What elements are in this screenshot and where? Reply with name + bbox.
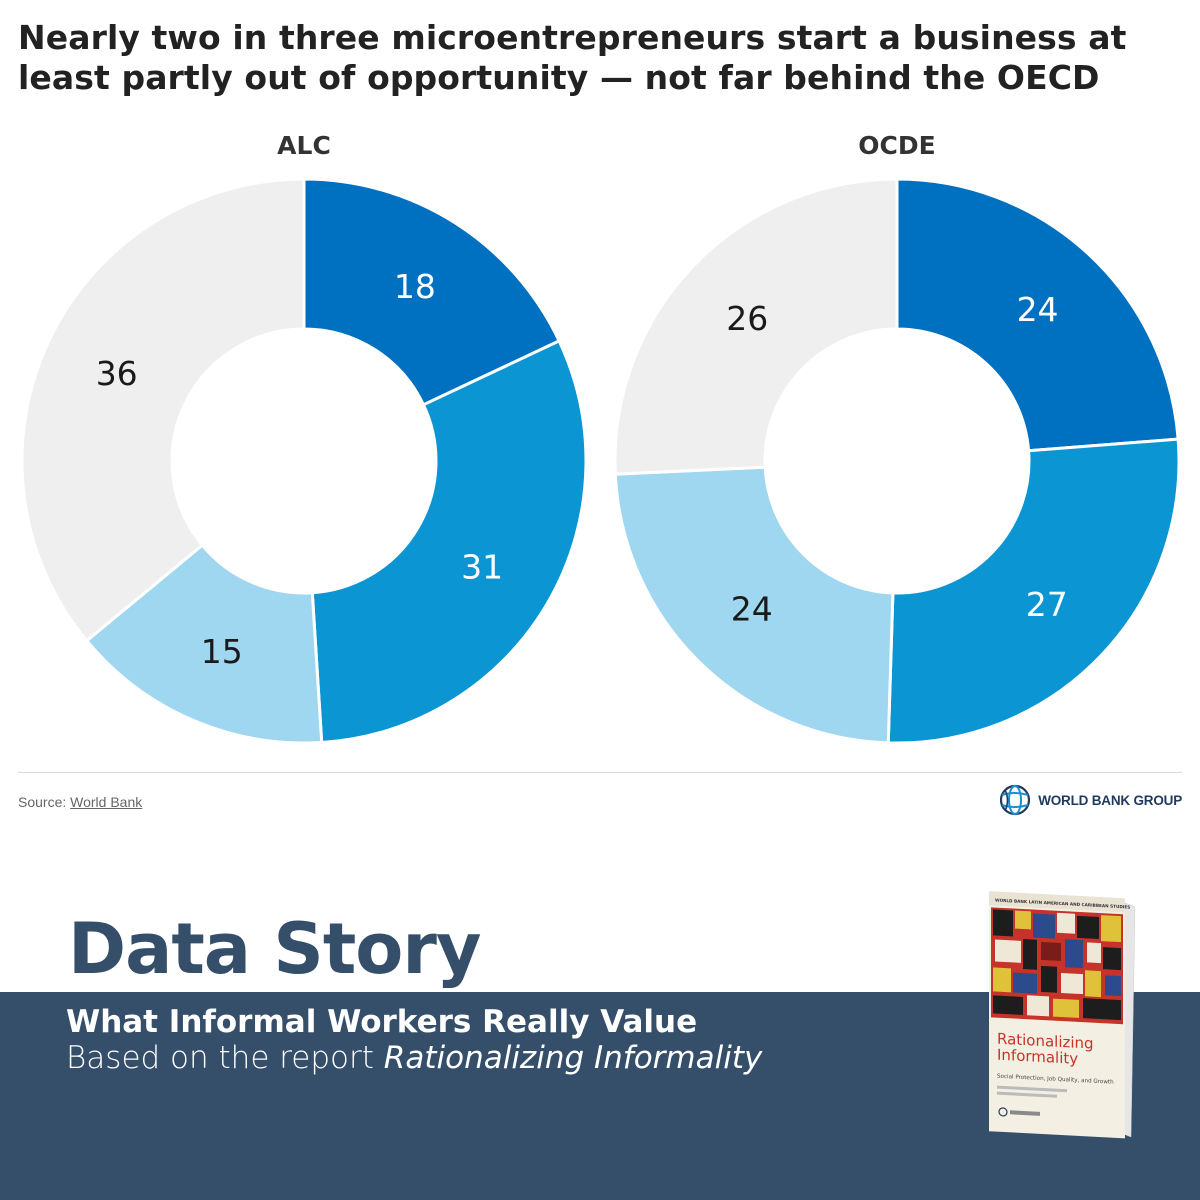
divider [18,772,1182,773]
slice-value-label: 18 [394,267,436,306]
book-title: Rationalizing Informality [997,1030,1098,1069]
slice-value-label: 24 [1017,290,1059,329]
source-link[interactable]: World Bank [70,794,143,810]
donut-slice[interactable] [310,338,588,745]
donut-slice[interactable] [613,465,895,745]
donut-slice[interactable] [613,177,899,476]
slice-value-label: 36 [96,354,138,393]
donut-title: OCDE [858,131,935,160]
donut-chart-ocde: OCDE 24 27 24 26 [613,131,1181,745]
report-cover-image[interactable]: WORLD BANK LATIN AMERICAN AND CARIBBEAN … [985,885,1135,1140]
donut-chart-alc: ALC 18 31 15 36 [20,131,588,745]
chart-title: Nearly two in three microentrepreneurs s… [18,18,1127,97]
report-name: Rationalizing Informality [383,1040,763,1076]
logo-label: WORLD BANK GROUP [1038,792,1182,808]
donut-slice[interactable] [84,543,324,745]
source-note: Source: World Bank [18,794,142,810]
based-on-text: Based on the report [66,1040,374,1076]
globe-icon [1000,784,1031,816]
world-bank-group-logo[interactable]: WORLD BANK GROUP [998,782,1182,818]
book-title-line-2: Informality [997,1046,1078,1068]
source-prefix: Source: [18,794,67,810]
data-story-heading: Data Story [68,908,482,990]
donut-charts: ALC 18 31 15 36 OCDE 24 27 24 26 [20,131,1181,745]
donut-slice[interactable] [886,437,1181,745]
slice-value-label: 27 [1026,585,1068,624]
story-subtitle: What Informal Workers Really Value [66,1004,698,1040]
slice-value-label: 31 [461,547,503,586]
book-title-line-1: Rationalizing [997,1030,1094,1053]
donut-title: ALC [277,131,331,160]
slice-value-label: 24 [731,590,773,629]
slice-value-label: 26 [726,299,768,338]
story-based-on: Based on the report Rationalizing Inform… [66,1040,762,1076]
slice-value-label: 15 [201,632,243,671]
donut-slice[interactable] [895,177,1180,453]
donut-slice[interactable] [302,177,562,407]
donut-slice[interactable] [20,177,306,643]
